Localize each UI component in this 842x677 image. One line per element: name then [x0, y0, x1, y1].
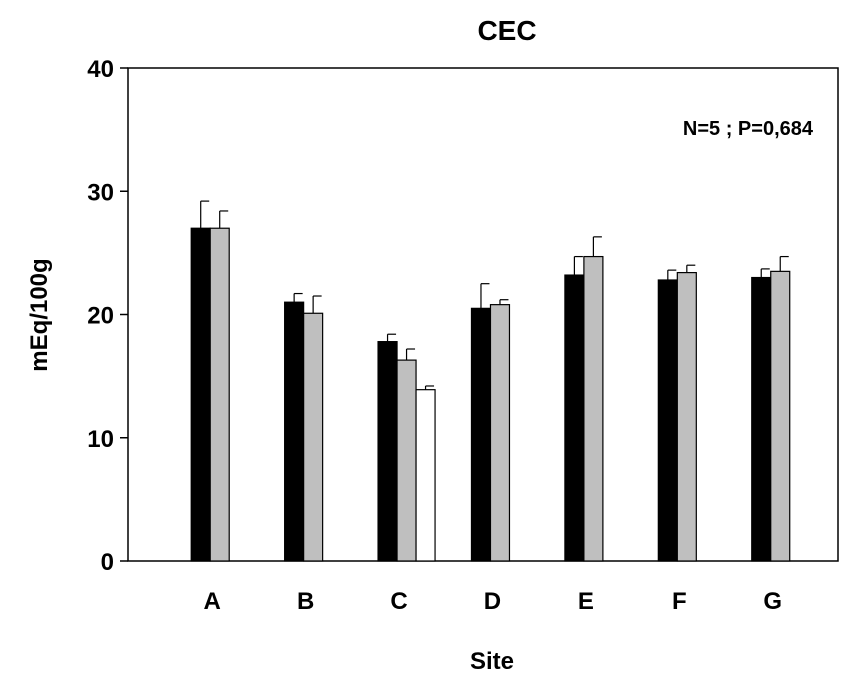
x-tick-label: F [672, 588, 687, 615]
bar [415, 389, 436, 562]
bar [751, 276, 772, 562]
x-tick-label: E [578, 588, 594, 615]
bar [377, 341, 398, 562]
bar [583, 255, 604, 562]
plot-area: 0 10 20 30 40 A B C D E F G [87, 56, 839, 615]
x-tick-label: C [390, 588, 407, 615]
y-tick-label: 40 [87, 56, 114, 83]
chart-title: CEC [477, 15, 536, 46]
bar [564, 274, 585, 562]
bar [470, 307, 492, 562]
x-tick-label: G [763, 588, 782, 615]
bar [676, 271, 697, 562]
bar [489, 304, 511, 562]
y-tick-label: 10 [87, 426, 114, 453]
bar [209, 227, 230, 562]
y-tick-label: 30 [87, 179, 114, 206]
stats-annotation: N=5 ; P=0,684 [683, 118, 814, 140]
x-tick-label: D [484, 588, 501, 615]
y-tick-label: 0 [101, 549, 114, 576]
bar [303, 312, 324, 562]
x-tick-label: B [297, 588, 314, 615]
bar [657, 279, 678, 562]
bar [770, 270, 791, 562]
y-tick-label: 20 [87, 303, 114, 330]
bar [284, 301, 305, 562]
bar [396, 359, 417, 562]
x-axis-label: Site [470, 648, 514, 675]
x-tick-label: A [204, 588, 221, 615]
y-axis-label: mEq/100g [26, 258, 53, 371]
bar [190, 227, 211, 562]
